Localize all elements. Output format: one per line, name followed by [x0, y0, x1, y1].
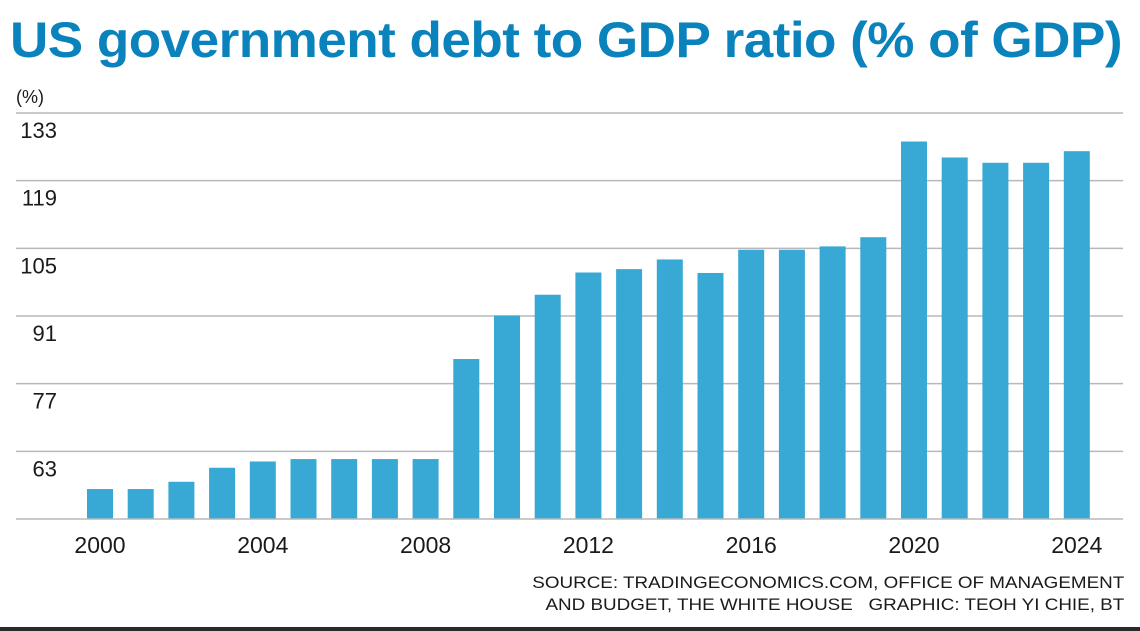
source-line-2: AND BUDGET, THE WHITE HOUSE GRAPHIC: TEO…	[545, 595, 1124, 614]
bar-2012	[575, 272, 602, 519]
bar-2020	[901, 141, 927, 519]
y-tick-label: 105	[20, 253, 57, 278]
bar-2017	[778, 249, 805, 520]
bar-2024	[1063, 151, 1090, 519]
source-line-1: SOURCE: TRADINGECONOMICS.COM, OFFICE OF …	[532, 573, 1124, 592]
x-axis-ticks: 2000 2004 2008 2012 2016 2020 2024	[74, 532, 1102, 558]
bars	[87, 141, 1090, 520]
y-tick-label: 119	[22, 186, 57, 211]
bar-2013	[616, 269, 643, 519]
x-tick-label: 2020	[888, 532, 939, 558]
bar-2000	[87, 489, 113, 519]
bar-2022	[982, 162, 1009, 520]
bar-2019	[860, 237, 887, 519]
chart-title: US government debt to GDP ratio (% of GD…	[10, 12, 1123, 68]
bar-2001	[127, 489, 154, 519]
x-tick-label: 2000	[74, 532, 125, 558]
y-tick-label: 63	[33, 456, 57, 481]
y-tick-label: 77	[33, 389, 57, 414]
source-credit: SOURCE: TRADINGECONOMICS.COM, OFFICE OF …	[532, 572, 1124, 616]
bar-2021	[941, 157, 968, 519]
bar-2014	[656, 259, 683, 519]
bar-2023	[1023, 162, 1050, 520]
bar-2004	[249, 461, 276, 519]
bar-2015	[697, 272, 724, 519]
x-tick-label: 2008	[400, 532, 451, 558]
bar-2010	[494, 315, 520, 519]
bar-2008	[412, 459, 439, 519]
bar-2009	[453, 359, 480, 519]
x-tick-label: 2016	[726, 532, 777, 558]
bar-2007	[371, 459, 398, 519]
bar-2002	[168, 481, 195, 519]
x-tick-label: 2024	[1051, 532, 1102, 558]
bottom-rule	[0, 627, 1140, 631]
bar-2016	[738, 249, 765, 520]
y-axis-ticks: 63 77 91 105 119 133	[20, 118, 57, 481]
bar-2003	[209, 467, 236, 519]
bar-2005	[290, 459, 317, 519]
y-tick-label: 91	[33, 321, 57, 346]
y-tick-label: 133	[20, 118, 57, 143]
y-axis-unit-label: (%)	[16, 87, 44, 107]
bar-2018	[819, 246, 846, 519]
x-tick-label: 2012	[563, 532, 614, 558]
bar-2011	[534, 294, 561, 519]
bar-2006	[331, 459, 358, 519]
gridlines	[16, 112, 1123, 453]
x-tick-label: 2004	[237, 532, 288, 558]
